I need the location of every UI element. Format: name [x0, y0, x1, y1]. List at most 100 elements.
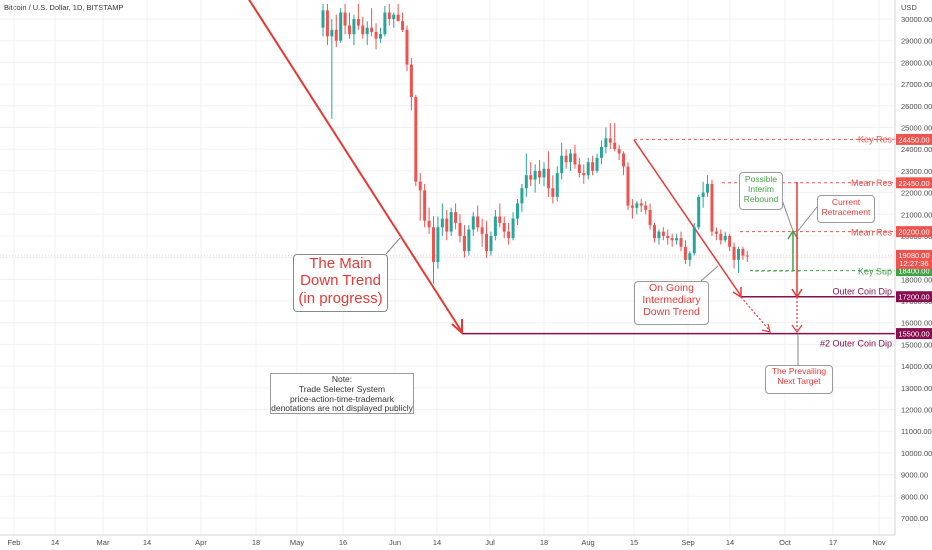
candle-body	[582, 173, 586, 176]
candle	[692, 222, 696, 256]
candle	[502, 216, 506, 239]
candle-body	[591, 162, 595, 171]
price-tag-text: 24450.00	[898, 135, 929, 144]
main-trend-line-2: Down Trend	[300, 272, 381, 290]
candle	[405, 25, 409, 72]
candle	[714, 227, 718, 241]
candle	[383, 5, 387, 37]
candle	[348, 12, 352, 39]
candle-body	[383, 12, 387, 35]
candle-body	[418, 181, 422, 191]
candle-body	[462, 235, 466, 252]
candle-body	[622, 153, 626, 167]
candle	[719, 229, 723, 245]
candle	[586, 157, 590, 180]
candle	[511, 212, 515, 241]
candle-body	[551, 188, 555, 197]
time-tick: 14	[726, 538, 734, 547]
candle	[595, 153, 599, 174]
candle	[706, 175, 710, 197]
rebound-callout: Possible Interim Rebound	[739, 172, 783, 210]
price-tag-text: 20200.00	[898, 228, 929, 237]
candle-body	[378, 34, 382, 39]
candle	[542, 162, 546, 187]
candle-body	[564, 155, 568, 163]
price-tick: 25000.00	[901, 123, 932, 132]
candle-body	[489, 235, 493, 252]
candle	[679, 231, 683, 252]
candle-body	[348, 25, 352, 35]
price-tick: 18000.00	[901, 275, 932, 284]
note-line-1: Note:	[331, 374, 353, 384]
note-line-3: price-action-time-trademark	[290, 393, 394, 404]
target-callout: The Prevailing Next Target	[765, 365, 833, 394]
candle-body	[515, 203, 519, 219]
level-mean-res: Mean Res	[722, 178, 895, 188]
candle	[520, 183, 524, 213]
candle-body	[330, 29, 334, 37]
price-tick: 13000.00	[901, 384, 932, 393]
candle-body	[666, 235, 670, 239]
candle-body	[493, 216, 497, 236]
price-tick: 29000.00	[901, 37, 932, 46]
price-tick: 22000.00	[901, 189, 932, 198]
price-tick: 23000.00	[901, 167, 932, 176]
target-line-1: The Prevailing	[771, 366, 827, 376]
candle	[546, 151, 550, 197]
candle-body	[325, 10, 329, 37]
candle-body	[387, 12, 391, 19]
candle-body	[679, 238, 683, 247]
price-tag-text: 18400.00	[898, 267, 929, 276]
candle	[423, 183, 427, 228]
candle	[387, 3, 391, 26]
candle-body	[321, 10, 325, 28]
candle-body	[356, 19, 360, 26]
candle-body	[639, 203, 643, 206]
candle	[604, 127, 608, 154]
candle	[551, 175, 555, 204]
intermediary-line-3: Down Trend	[643, 306, 700, 319]
projection-arrowhead-1	[761, 323, 771, 333]
price-tick: 15000.00	[901, 340, 932, 349]
time-tick: Aug	[581, 538, 594, 547]
time-tick: 17	[829, 538, 837, 547]
candle	[334, 14, 338, 48]
candle	[396, 3, 400, 22]
projection-arrowhead-2	[791, 324, 803, 334]
candle-body	[604, 138, 608, 148]
candle-body	[630, 205, 634, 208]
price-tick: 24000.00	[901, 145, 932, 154]
rebound-line-1: Possible	[744, 174, 778, 184]
time-tick: 16	[339, 538, 347, 547]
candle	[462, 225, 466, 258]
candle	[365, 21, 369, 46]
candle	[515, 199, 519, 226]
candle-body	[701, 192, 705, 197]
intermediary-trend-line	[633, 139, 742, 297]
candle	[392, 12, 396, 28]
candle	[356, 3, 360, 30]
candle-body	[577, 164, 581, 174]
price-axis: USD 7000.00 8000.00 9000.00 10000.00 11000.00…	[894, 0, 932, 535]
rebound-line-2: Interim	[748, 183, 774, 194]
candle-body	[688, 253, 692, 260]
main-trend-line	[248, 0, 463, 333]
candle	[577, 157, 581, 178]
candle	[418, 173, 422, 221]
projection-dotted-1	[740, 296, 771, 332]
candle-body	[741, 248, 745, 256]
candle-body	[467, 229, 471, 252]
candle-body	[697, 196, 701, 228]
candle-body	[710, 183, 714, 232]
intermediary-arrowhead	[732, 287, 742, 299]
price-tag	[896, 265, 932, 277]
candle-body	[692, 227, 696, 254]
intermediary-pointer	[700, 265, 719, 282]
candle	[723, 231, 727, 243]
time-tick: 14	[51, 538, 59, 547]
price-tag-text: 17200.00	[898, 293, 929, 302]
level-mean-res-2: Mean Res	[740, 228, 895, 238]
candles	[321, 3, 749, 284]
price-tick: 27000.00	[901, 80, 932, 89]
